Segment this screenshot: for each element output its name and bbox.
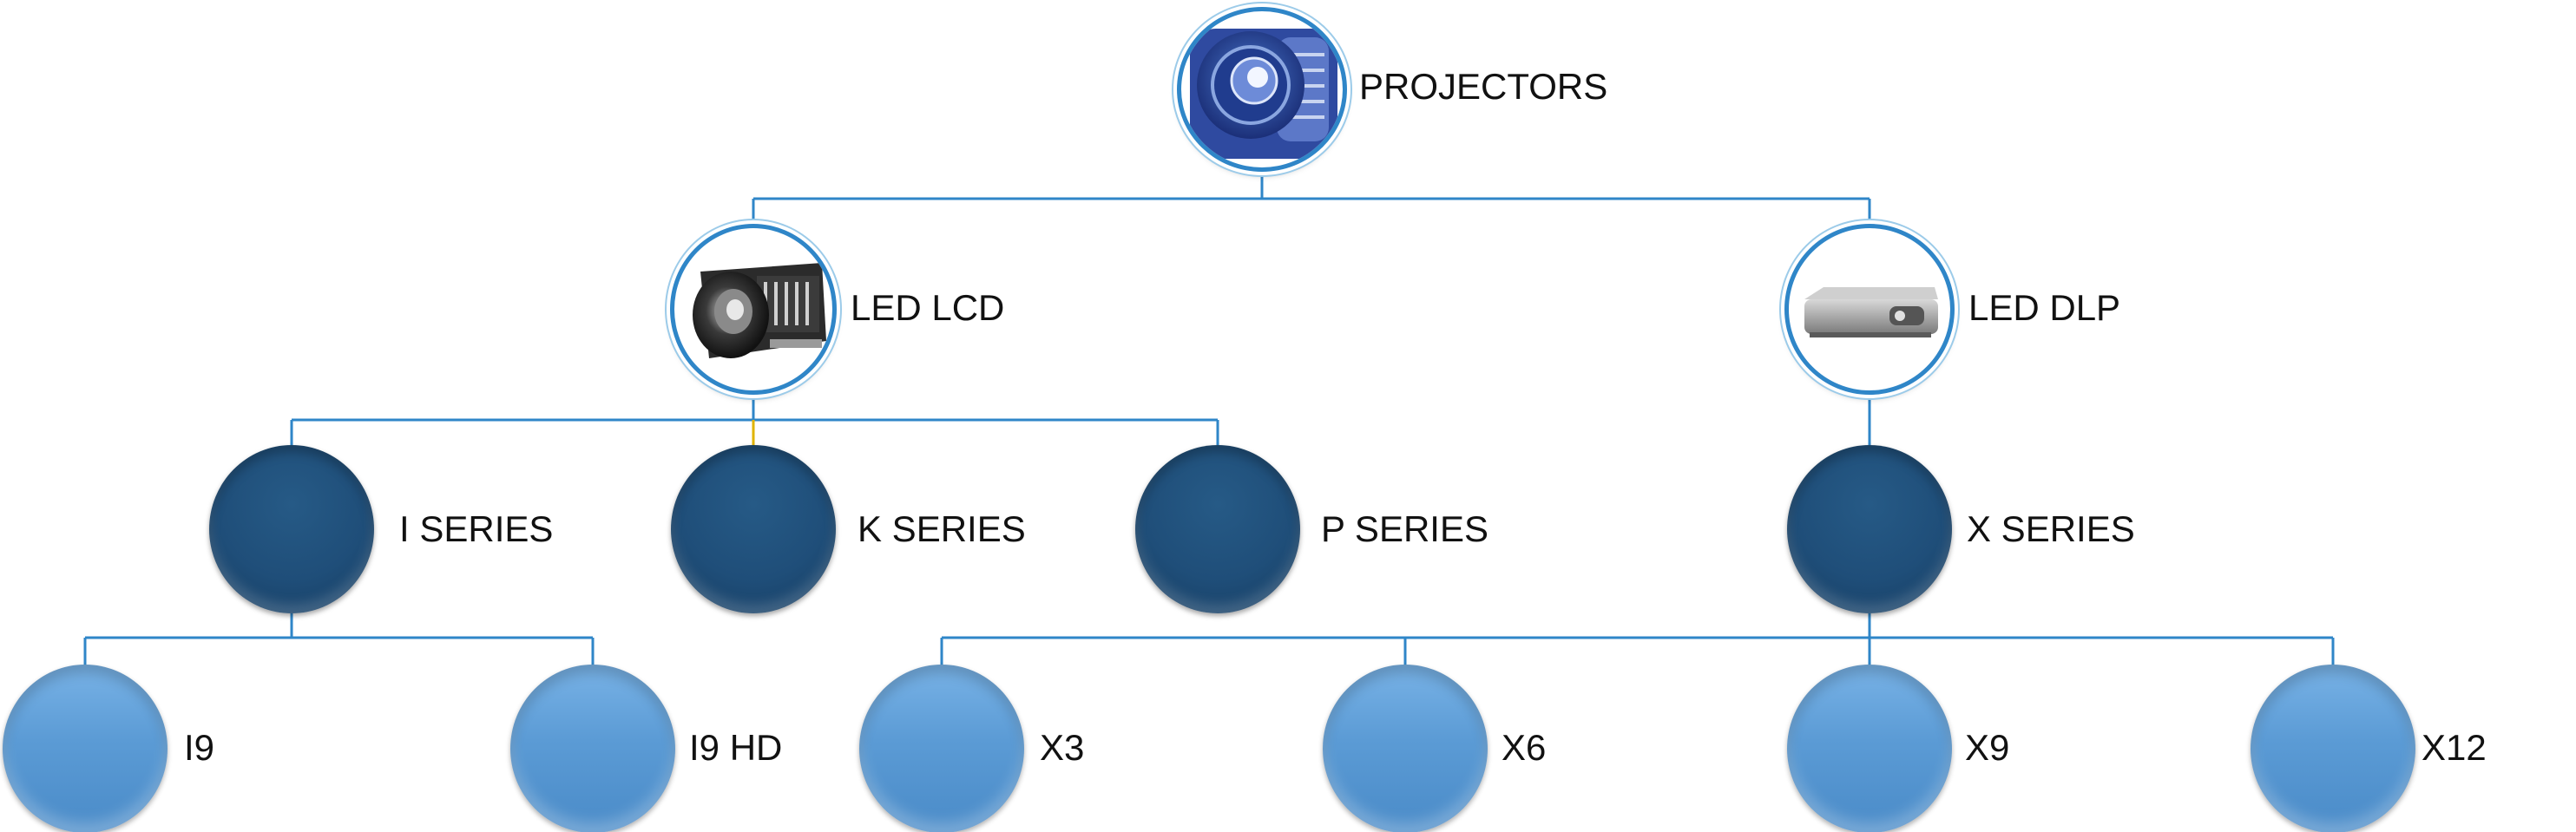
x9-node-circle (1787, 665, 1952, 832)
i9hd-node-circle (510, 665, 675, 832)
projector-lens-icon (1190, 29, 1337, 159)
lcd-projector-icon (693, 263, 826, 358)
x-series-node-circle (1787, 445, 1952, 613)
p-series-node-circle (1135, 445, 1300, 613)
x3-label: X3 (1040, 727, 1085, 768)
x12-node-circle (2251, 665, 2415, 832)
dlp-projector-icon (1804, 287, 1938, 337)
k-series-node-circle (671, 445, 836, 613)
i9-label: I9 (184, 727, 215, 768)
x-series-label: X SERIES (1967, 508, 2135, 549)
x12-label: X12 (2422, 727, 2487, 768)
i9-node-circle (3, 665, 168, 832)
x6-node-circle (1323, 665, 1488, 832)
x3-node-circle (859, 665, 1024, 832)
i9hd-label: I9 HD (689, 727, 783, 768)
i-series-label: I SERIES (399, 508, 554, 549)
x6-label: X6 (1502, 727, 1547, 768)
i-series-node-circle (209, 445, 374, 613)
led-lcd-node-circle (670, 224, 837, 395)
k-series-label: K SERIES (858, 508, 1026, 549)
led-dlp-label: LED DLP (1968, 287, 2121, 328)
p-series-label: P SERIES (1321, 508, 1488, 549)
root-node-circle (1177, 7, 1347, 172)
x9-label: X9 (1965, 727, 2010, 768)
led-dlp-node-circle (1784, 224, 1955, 395)
led-lcd-label: LED LCD (851, 287, 1005, 328)
root-label: PROJECTORS (1359, 66, 1608, 107)
